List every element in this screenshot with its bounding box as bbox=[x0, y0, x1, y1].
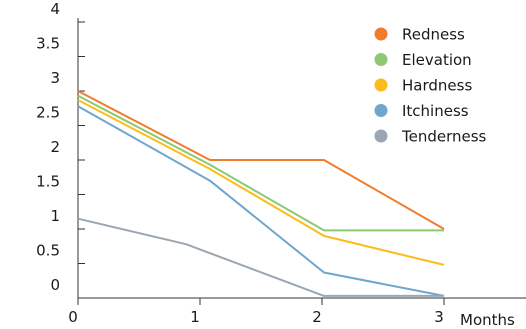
y-tick-label: 1 bbox=[50, 207, 60, 225]
x-tick-label: 0 bbox=[68, 308, 78, 326]
x-ticks: 0 1 2 3 bbox=[68, 298, 445, 326]
x-tick-label: 2 bbox=[312, 308, 322, 326]
legend-swatch-elevation bbox=[374, 53, 388, 66]
x-axis-title: Months bbox=[460, 311, 515, 329]
legend-swatch-hardness bbox=[374, 78, 388, 92]
axes bbox=[77, 18, 526, 299]
legend: Redness Elevation Hardness Itchiness Tendern… bbox=[374, 26, 487, 146]
x-tick-label: 1 bbox=[190, 308, 200, 326]
legend-label-hardness: Hardness bbox=[402, 77, 472, 95]
legend-label-elevation: Elevation bbox=[402, 51, 472, 69]
y-tick-label: 3.5 bbox=[36, 35, 60, 53]
x-tick-label: 3 bbox=[434, 308, 444, 326]
legend-swatch-redness bbox=[374, 27, 388, 41]
series-line-redness bbox=[77, 90, 445, 230]
y-tick-label: 0.5 bbox=[36, 242, 60, 260]
series-lines bbox=[77, 90, 445, 297]
series-line-elevation bbox=[77, 94, 444, 232]
y-tick-label: 4 bbox=[50, 0, 60, 18]
y-tick-label: 3 bbox=[50, 69, 60, 87]
series-line-hardness bbox=[77, 99, 445, 266]
legend-label-itchiness: Itchiness bbox=[402, 102, 469, 120]
y-tick-label: 1.5 bbox=[36, 173, 60, 191]
y-ticks: 0 0.5 1 1.5 2 2.5 3 3.5 4 bbox=[36, 0, 85, 299]
legend-swatch-itchiness bbox=[374, 104, 388, 117]
series-line-itchiness bbox=[77, 105, 445, 297]
y-tick-label: 2 bbox=[50, 138, 60, 156]
series-line-tenderness bbox=[77, 217, 444, 297]
legend-label-tenderness: Tenderness bbox=[401, 128, 487, 146]
legend-label-redness: Redness bbox=[402, 26, 465, 44]
y-tick-label: 2.5 bbox=[36, 104, 60, 122]
y-tick-label: 0 bbox=[50, 276, 60, 294]
legend-swatch-tenderness bbox=[374, 129, 388, 143]
